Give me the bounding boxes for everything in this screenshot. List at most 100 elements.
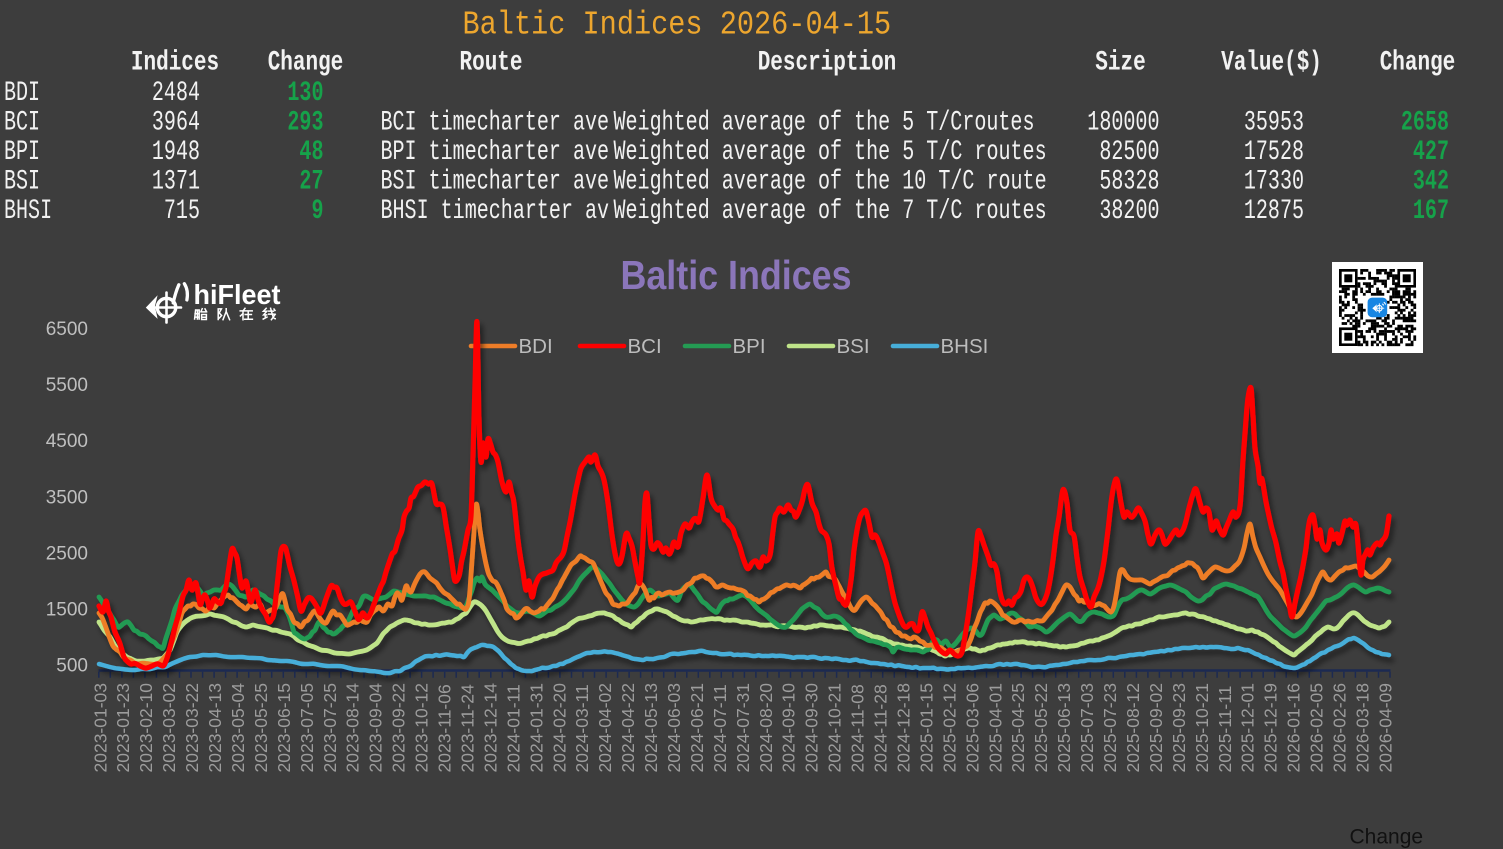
svg-text:2025-04-25: 2025-04-25 (1008, 683, 1028, 773)
svg-text:Description: Description (758, 48, 897, 79)
svg-text:82500: 82500 (1099, 137, 1159, 168)
svg-text:2025-09-23: 2025-09-23 (1169, 683, 1189, 773)
svg-text:2024-12-18: 2024-12-18 (894, 683, 914, 773)
svg-text:hiFleet: hiFleet (194, 279, 281, 310)
svg-text:2024-02-20: 2024-02-20 (549, 683, 569, 773)
svg-text:2023-09-22: 2023-09-22 (389, 683, 409, 773)
svg-text:2024-11-08: 2024-11-08 (848, 684, 868, 772)
svg-text:2024-04-02: 2024-04-02 (595, 683, 615, 773)
svg-text:2658: 2658 (1401, 107, 1449, 138)
svg-text:2024-06-03: 2024-06-03 (664, 683, 684, 773)
svg-text:500: 500 (56, 656, 88, 677)
svg-text:180000: 180000 (1087, 107, 1159, 138)
svg-text:2026-03-18: 2026-03-18 (1352, 683, 1372, 773)
svg-text:2023-08-14: 2023-08-14 (343, 683, 363, 773)
svg-text:2023-04-13: 2023-04-13 (205, 683, 225, 773)
svg-text:BHSI: BHSI (4, 196, 52, 227)
svg-text:BPI timecharter ave: BPI timecharter ave (381, 137, 610, 168)
svg-text:5500: 5500 (46, 375, 88, 396)
svg-text:BDI: BDI (4, 78, 40, 109)
svg-text:Weighted average of the 5 T/C: Weighted average of the 5 T/C routes (614, 137, 1047, 168)
svg-text:2024-11-28: 2024-11-28 (871, 684, 891, 772)
svg-text:3500: 3500 (46, 487, 88, 508)
svg-text:BPI: BPI (733, 335, 766, 358)
svg-text:12875: 12875 (1244, 196, 1304, 227)
svg-text:2025-05-22: 2025-05-22 (1031, 683, 1051, 773)
svg-text:2024-09-10: 2024-09-10 (779, 683, 799, 773)
svg-text:2023-07-25: 2023-07-25 (320, 683, 340, 773)
svg-text:2025-08-12: 2025-08-12 (1123, 683, 1143, 773)
svg-text:2025-01-15: 2025-01-15 (916, 683, 936, 773)
svg-text:2025-11-11: 2025-11-11 (1215, 686, 1235, 773)
svg-text:BCI: BCI (4, 107, 40, 138)
svg-text:2025-03-06: 2025-03-06 (962, 683, 982, 773)
svg-text:Weighted average of the 10 T/C: Weighted average of the 10 T/C route (614, 166, 1047, 197)
svg-text:2025-09-02: 2025-09-02 (1146, 683, 1166, 773)
svg-text:130: 130 (287, 78, 323, 109)
svg-text:2484: 2484 (152, 78, 200, 109)
svg-text:427: 427 (1413, 137, 1449, 168)
svg-text:2024-05-13: 2024-05-13 (641, 683, 661, 773)
svg-text:2024-08-20: 2024-08-20 (756, 683, 776, 773)
svg-text:2026-02-26: 2026-02-26 (1330, 683, 1350, 773)
svg-text:2026-04-09: 2026-04-09 (1375, 683, 1395, 773)
svg-text:Change: Change (1350, 826, 1424, 849)
svg-text:Route: Route (460, 48, 523, 79)
svg-text:Baltic Indices: Baltic Indices (621, 252, 852, 298)
svg-text:2024-09-30: 2024-09-30 (802, 683, 822, 773)
svg-text:2023-05-25: 2023-05-25 (251, 683, 271, 773)
svg-text:2024-06-21: 2024-06-21 (687, 683, 707, 773)
svg-text:BCI: BCI (628, 335, 662, 358)
svg-text:2023-01-03: 2023-01-03 (90, 683, 110, 773)
svg-text:Weighted average of the 5 T/Cr: Weighted average of the 5 T/Croutes (614, 107, 1035, 138)
svg-text:3964: 3964 (152, 107, 200, 138)
svg-text:BSI timecharter ave: BSI timecharter ave (381, 166, 610, 197)
svg-text:17528: 17528 (1244, 137, 1304, 168)
svg-text:Change: Change (268, 48, 344, 79)
svg-text:2500: 2500 (46, 543, 88, 564)
svg-text:BCI timecharter ave: BCI timecharter ave (381, 107, 610, 138)
svg-text:2024-03-11: 2024-03-11 (572, 684, 592, 772)
svg-text:2025-06-13: 2025-06-13 (1054, 683, 1074, 773)
svg-text:2023-01-23: 2023-01-23 (113, 683, 133, 773)
svg-text:BHSI: BHSI (941, 335, 989, 358)
svg-text:2026-02-05: 2026-02-05 (1307, 683, 1327, 773)
svg-text:2024-10-21: 2024-10-21 (825, 683, 845, 773)
svg-text:2023-02-10: 2023-02-10 (136, 683, 156, 773)
svg-text:Value($): Value($) (1221, 48, 1322, 79)
svg-text:9: 9 (312, 196, 324, 227)
svg-text:17330: 17330 (1244, 166, 1304, 197)
svg-text:2023-09-04: 2023-09-04 (366, 683, 386, 773)
svg-text:Indices: Indices (131, 48, 219, 79)
svg-text:2023-11-06: 2023-11-06 (435, 684, 455, 772)
svg-text:715: 715 (164, 196, 200, 227)
svg-text:293: 293 (287, 107, 323, 138)
svg-text:2025-07-23: 2025-07-23 (1100, 683, 1120, 773)
svg-text:2025-04-01: 2025-04-01 (985, 683, 1005, 773)
svg-text:342: 342 (1413, 166, 1449, 197)
svg-text:2023-06-15: 2023-06-15 (274, 683, 294, 773)
svg-text:4500: 4500 (46, 431, 88, 452)
svg-text:2025-02-12: 2025-02-12 (939, 683, 959, 773)
svg-text:35953: 35953 (1244, 107, 1304, 138)
svg-text:BPI: BPI (4, 137, 40, 168)
svg-text:1948: 1948 (152, 137, 200, 168)
svg-text:2025-10-21: 2025-10-21 (1192, 683, 1212, 773)
svg-text:2023-07-05: 2023-07-05 (297, 683, 317, 773)
svg-text:2025-12-19: 2025-12-19 (1261, 683, 1281, 773)
svg-text:BHSI timecharter av: BHSI timecharter av (381, 196, 610, 227)
svg-text:167: 167 (1413, 196, 1449, 227)
svg-text:2023-11-24: 2023-11-24 (458, 684, 478, 772)
svg-text:Change: Change (1380, 48, 1456, 79)
svg-text:1500: 1500 (46, 600, 88, 621)
svg-text:2024-01-31: 2024-01-31 (526, 683, 546, 773)
svg-text:Baltic Indices 2026-04-15: Baltic Indices 2026-04-15 (463, 7, 892, 44)
svg-text:48: 48 (299, 137, 323, 168)
svg-text:2023-10-12: 2023-10-12 (412, 683, 432, 773)
svg-text:2024-01-11: 2024-01-11 (503, 684, 523, 772)
svg-text:2025-07-03: 2025-07-03 (1077, 683, 1097, 773)
svg-text:2026-01-16: 2026-01-16 (1284, 683, 1304, 773)
svg-text:2024-04-22: 2024-04-22 (618, 683, 638, 773)
svg-text:BDI: BDI (519, 335, 553, 358)
svg-text:27: 27 (299, 166, 323, 197)
